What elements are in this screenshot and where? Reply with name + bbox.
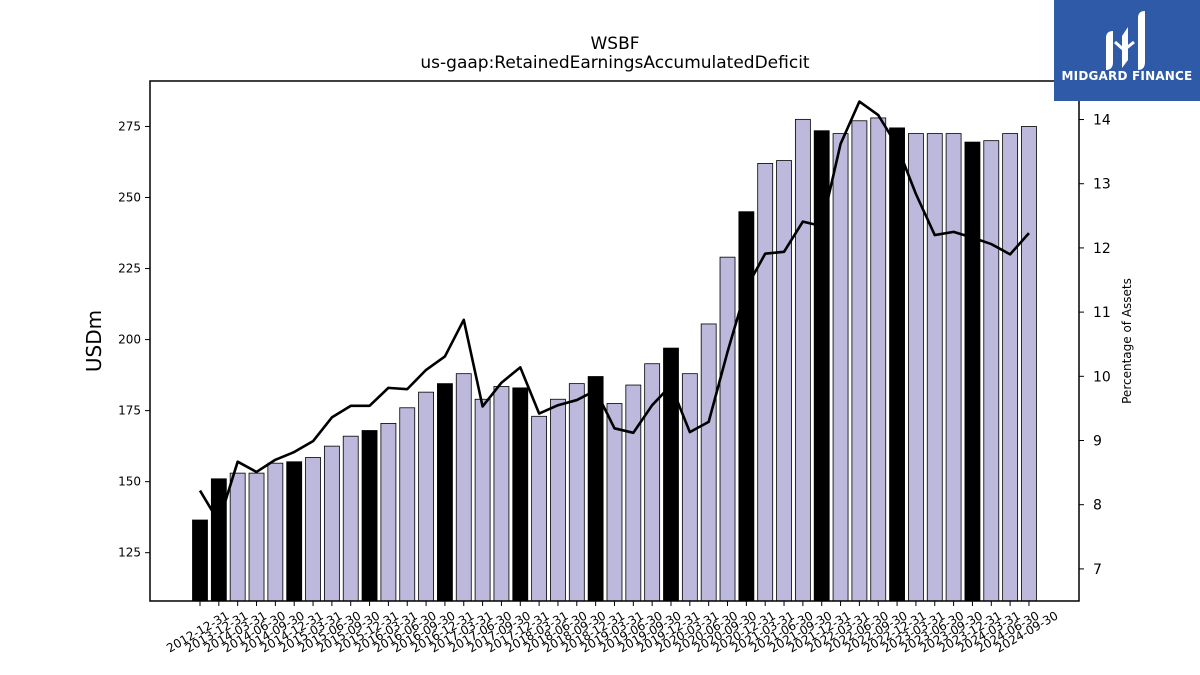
bar-2012-12-31 [192,519,208,602]
bar-2022-12-31 [889,127,905,602]
bar-2016-12-31 [437,383,453,602]
bar-2016-09-30 [418,391,434,602]
logo-text: MIDGARD FINANCE [1061,69,1193,83]
y2-tick-label: 13 [1093,177,1111,193]
y2-tick-label: 10 [1093,369,1111,385]
bar-2022-06-30 [851,120,868,602]
bar-2024-03-31 [983,140,1000,602]
bars-layer [192,117,1037,602]
bar-2014-06-30 [248,472,265,602]
bar-2017-03-31 [455,373,472,602]
bar-2020-03-31 [681,373,698,602]
bar-2023-06-30 [926,133,943,602]
y-tick-label: 275 [118,119,141,133]
bar-2021-06-30 [776,160,792,602]
bar-2021-03-31 [757,162,774,602]
line-layer [198,100,1030,524]
chart-subtitle: us-gaap:RetainedEarningsAccumulatedDefic… [420,53,810,73]
bar-2018-06-30 [550,398,566,602]
y2-axis-label: Percentage of Assets [1120,278,1134,404]
bar-2021-09-30 [794,118,811,602]
bar-2015-03-31 [305,457,321,602]
bar-2017-12-31 [512,387,529,602]
bar-2016-06-30 [399,407,416,602]
bar-2022-09-30 [870,117,887,602]
y2-tick-label: 12 [1093,241,1111,257]
y-tick-label: 150 [118,475,141,489]
bar-2014-12-31 [286,461,303,602]
bar-2013-12-31 [210,478,227,602]
bar-2024-06-30 [1002,133,1019,602]
bar-2017-09-30 [493,386,510,602]
bar-2014-03-31 [229,472,246,602]
bar-2020-12-31 [738,211,755,602]
bar-2015-09-30 [342,435,359,602]
midgard-finance-logo: MIDGARD FINANCE [1054,0,1200,101]
y2-tick-label: 7 [1093,562,1102,578]
bar-2019-06-30 [625,384,642,602]
bar-2020-09-30 [719,256,736,602]
y2-tick-label: 8 [1093,498,1102,514]
y-axis-label: USDm [82,310,106,372]
left-axis: 125 150 175 200 225 250 275 [118,119,150,560]
bar-2023-12-31 [964,141,981,602]
x-axis: 2012-12-312013-12-312014-03-312014-06-30… [164,601,1060,655]
y-tick-label: 250 [118,191,141,205]
chart-title: WSBF [590,34,639,54]
bar-2018-12-31 [587,376,604,602]
y-tick-label: 175 [118,404,141,418]
bar-2018-03-31 [531,415,548,602]
y2-tick-label: 14 [1093,113,1111,129]
bar-2016-03-31 [380,422,397,602]
y-tick-label: 225 [118,262,141,276]
bar-2020-06-30 [700,323,717,602]
bar-2019-03-31 [606,403,623,602]
bar-2023-09-30 [945,133,962,602]
y2-tick-label: 11 [1093,305,1111,321]
bar-2022-03-31 [832,133,849,602]
bar-2017-06-30 [474,398,491,602]
bar-2015-06-30 [323,445,340,602]
percentage-of-assets-line [198,100,1030,524]
y2-tick-label: 9 [1093,434,1102,450]
right-axis: 7 8 9 10 11 12 13 14 [1079,113,1111,578]
midgard-logo-icon [1106,11,1145,70]
bar-2018-09-30 [568,383,585,602]
bar-2014-09-30 [267,462,284,602]
y-tick-label: 200 [118,333,141,347]
y-tick-label: 125 [118,546,141,560]
bar-2015-12-31 [361,430,378,602]
bar-2024-09-30 [1021,126,1037,602]
